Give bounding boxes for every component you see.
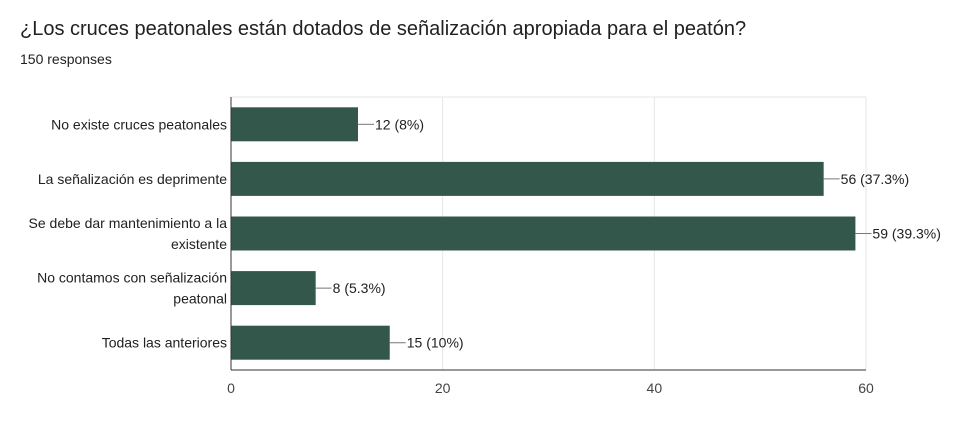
axes: [230, 97, 866, 371]
category-label-1: La señalización es deprimente: [38, 171, 227, 187]
bar-3: [231, 271, 316, 306]
bar-0: [231, 107, 358, 142]
x-tick-label-40: 40: [647, 380, 663, 396]
x-tick-label-20: 20: [435, 380, 451, 396]
x-tick-label-0: 0: [227, 380, 235, 396]
response-count: 150 responses: [20, 51, 112, 67]
category-label-line: La señalización es deprimente: [38, 171, 227, 187]
bar-4: [231, 325, 390, 360]
bars: [231, 107, 872, 360]
bar-1: [231, 161, 824, 196]
category-label-2: Se debe dar mantenimiento a la existente: [29, 215, 228, 252]
data-label-1: 56 (37.3%): [841, 171, 909, 187]
chart-title: ¿Los cruces peatonales están dotados de …: [20, 18, 747, 40]
category-label-3: No contamos con señalización peatonal: [37, 270, 227, 307]
bar-2: [231, 216, 856, 251]
category-label-line: existente: [171, 236, 227, 252]
category-label-line: No existe cruces peatonales: [51, 116, 227, 132]
category-label-0: No existe cruces peatonales: [51, 116, 227, 132]
data-label-0: 12 (8%): [375, 116, 424, 132]
category-label-line: Todas las anteriores: [102, 335, 227, 351]
x-tick-label-60: 60: [858, 380, 874, 396]
data-label-3: 8 (5.3%): [333, 280, 386, 296]
category-label-line: peatonal: [173, 291, 227, 307]
category-label-line: No contamos con señalización: [37, 270, 227, 286]
labels: 0 20 40 60 12 (8%) No existe cruces peatonale…: [29, 116, 941, 396]
data-label-4: 15 (10%): [407, 335, 464, 351]
data-label-2: 59 (39.3%): [872, 226, 940, 242]
category-label-line: Se debe dar mantenimiento a la: [29, 215, 228, 231]
category-label-4: Todas las anteriores: [102, 335, 227, 351]
